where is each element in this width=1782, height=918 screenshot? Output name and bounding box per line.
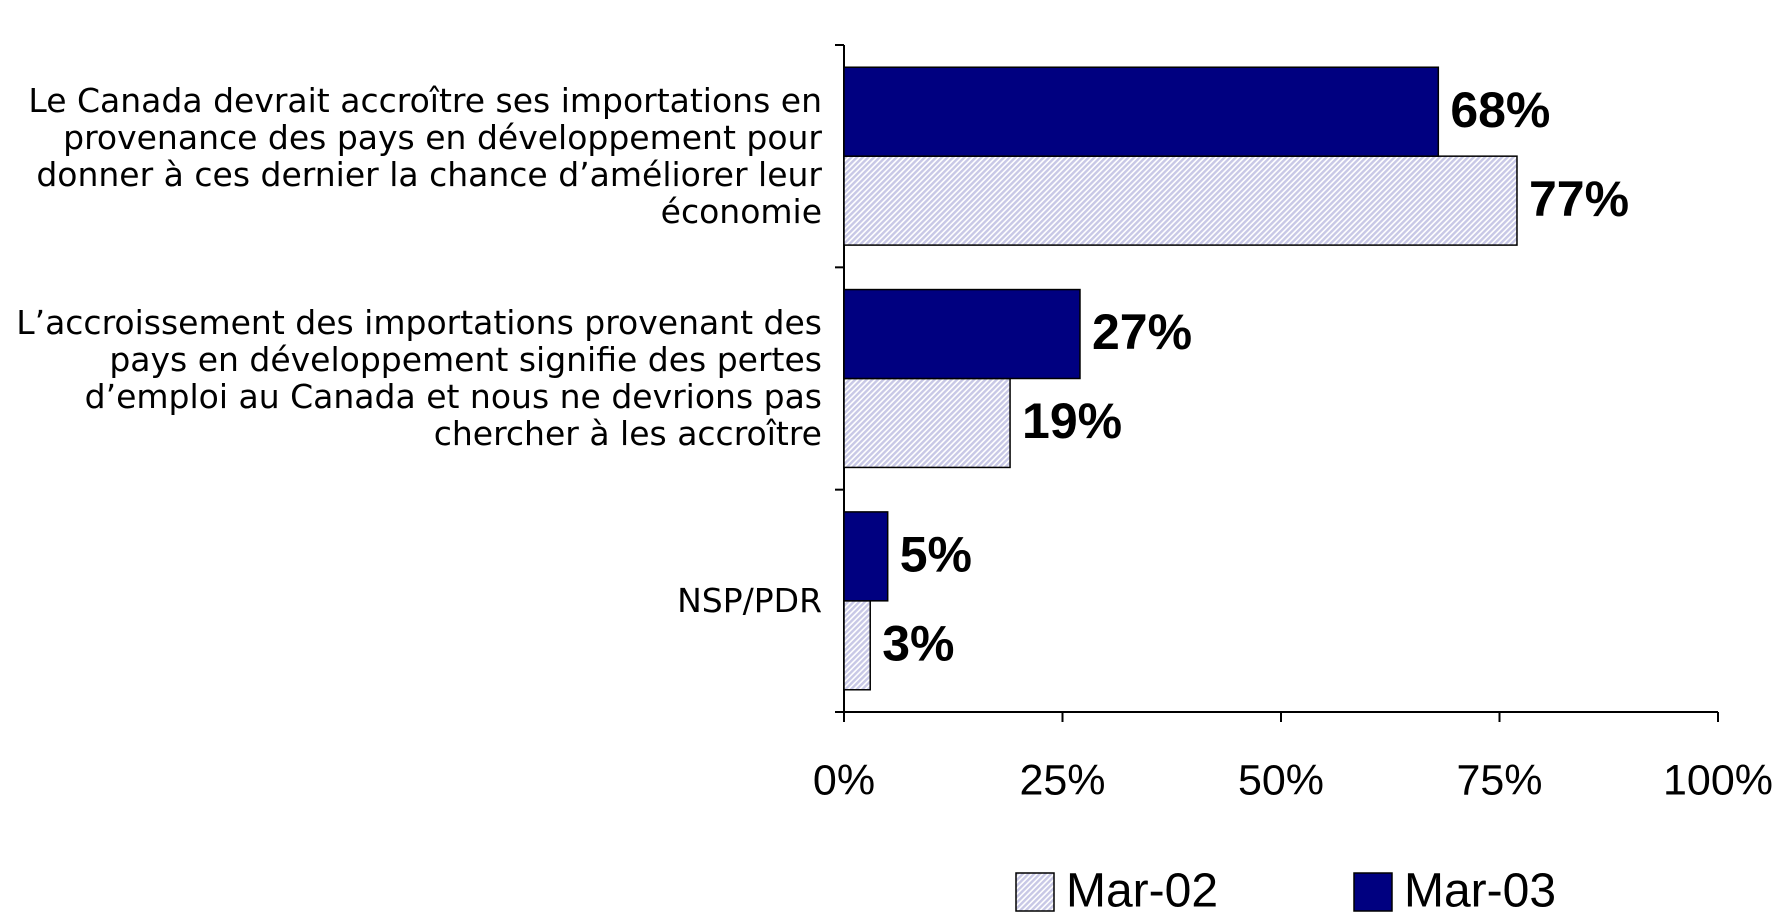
bar [843,511,889,602]
legend-label: Mar-02 [1066,865,1218,918]
category-label: Le Canada devrait accroître ses importat… [0,45,822,267]
x-tick-label: 0% [813,756,875,804]
bar [843,155,1518,246]
category-text: Le Canada devrait accroître ses importat… [28,81,822,232]
x-tick-label: 75% [1456,756,1542,804]
category-text: L’accroissement des importations provena… [16,303,822,454]
value-label: 27% [1092,304,1192,360]
x-tick-label: 50% [1238,756,1324,804]
x-tick-label: 25% [1019,756,1105,804]
category-label: NSP/PDR [0,490,822,712]
value-label: 19% [1022,393,1122,449]
legend-swatch [1353,872,1393,912]
bar [843,377,1011,469]
value-label: 68% [1450,82,1550,138]
bar [843,600,871,691]
value-label: 77% [1529,171,1629,227]
x-tick-label: 100% [1663,756,1773,804]
category-text: NSP/PDR [677,581,822,621]
bar [843,66,1440,157]
value-label: 3% [882,616,954,672]
legend-label: Mar-03 [1404,865,1556,918]
bar [843,288,1081,380]
legend-swatch [1015,872,1055,912]
value-label: 5% [900,527,972,583]
category-label: L’accroissement des importations provena… [0,267,822,489]
